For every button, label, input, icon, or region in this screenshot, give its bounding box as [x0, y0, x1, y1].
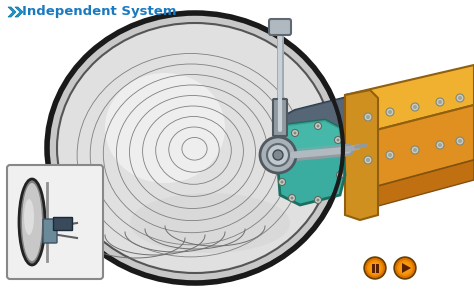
- Circle shape: [458, 139, 462, 143]
- Polygon shape: [280, 95, 375, 150]
- Circle shape: [293, 131, 297, 134]
- Polygon shape: [280, 95, 375, 150]
- Circle shape: [436, 98, 444, 106]
- Circle shape: [458, 96, 462, 100]
- Circle shape: [366, 115, 370, 119]
- Circle shape: [397, 260, 413, 276]
- Circle shape: [281, 181, 283, 183]
- Circle shape: [399, 262, 411, 274]
- Ellipse shape: [19, 179, 45, 265]
- Polygon shape: [278, 120, 345, 205]
- Ellipse shape: [130, 193, 290, 253]
- Circle shape: [394, 257, 416, 279]
- Circle shape: [411, 146, 419, 154]
- Circle shape: [388, 153, 392, 157]
- Circle shape: [273, 150, 283, 160]
- Circle shape: [386, 151, 394, 159]
- Polygon shape: [285, 120, 342, 152]
- Text: Independent System: Independent System: [22, 4, 176, 18]
- Circle shape: [456, 137, 464, 145]
- Circle shape: [413, 148, 417, 152]
- Polygon shape: [402, 263, 411, 273]
- Circle shape: [335, 136, 341, 143]
- FancyBboxPatch shape: [7, 165, 103, 279]
- Circle shape: [337, 171, 344, 178]
- Circle shape: [315, 196, 321, 203]
- Ellipse shape: [22, 183, 42, 261]
- Circle shape: [436, 141, 444, 149]
- Circle shape: [338, 173, 341, 176]
- Ellipse shape: [105, 73, 225, 183]
- Circle shape: [291, 196, 293, 200]
- Circle shape: [317, 198, 319, 201]
- Circle shape: [367, 260, 383, 276]
- Circle shape: [411, 103, 419, 111]
- Circle shape: [369, 262, 381, 274]
- Circle shape: [386, 108, 394, 116]
- Circle shape: [315, 123, 321, 129]
- Polygon shape: [345, 90, 378, 220]
- Polygon shape: [345, 105, 474, 195]
- FancyBboxPatch shape: [269, 19, 291, 35]
- Circle shape: [279, 178, 285, 186]
- Circle shape: [364, 257, 386, 279]
- Circle shape: [456, 94, 464, 102]
- Polygon shape: [345, 160, 474, 215]
- Polygon shape: [8, 7, 16, 17]
- Circle shape: [413, 105, 417, 109]
- Circle shape: [267, 144, 289, 166]
- Ellipse shape: [47, 13, 343, 283]
- Circle shape: [292, 129, 299, 136]
- Circle shape: [366, 158, 370, 162]
- Circle shape: [289, 195, 295, 201]
- Circle shape: [364, 156, 372, 164]
- Circle shape: [364, 113, 372, 121]
- Ellipse shape: [57, 23, 333, 273]
- FancyBboxPatch shape: [54, 218, 73, 230]
- Circle shape: [337, 138, 339, 141]
- Bar: [373, 263, 375, 273]
- FancyBboxPatch shape: [273, 99, 287, 136]
- FancyBboxPatch shape: [43, 219, 57, 243]
- Ellipse shape: [24, 199, 34, 235]
- Polygon shape: [15, 7, 23, 17]
- Circle shape: [438, 143, 442, 147]
- Circle shape: [395, 258, 415, 278]
- Circle shape: [438, 100, 442, 104]
- Bar: [376, 263, 379, 273]
- Polygon shape: [345, 65, 474, 138]
- Circle shape: [388, 110, 392, 114]
- Circle shape: [317, 124, 319, 128]
- Circle shape: [260, 137, 296, 173]
- Circle shape: [365, 258, 385, 278]
